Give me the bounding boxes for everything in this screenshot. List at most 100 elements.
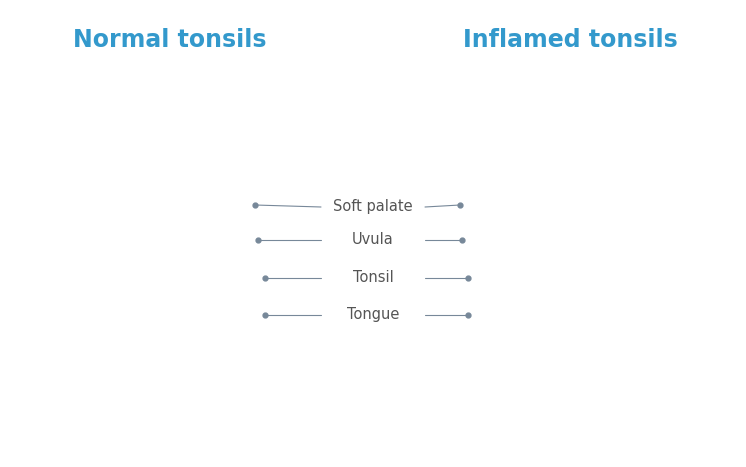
Polygon shape [237,378,251,406]
Ellipse shape [509,303,513,307]
Ellipse shape [495,293,501,300]
Polygon shape [135,378,150,406]
Polygon shape [604,168,621,203]
Polygon shape [119,168,137,203]
Ellipse shape [485,178,625,398]
Ellipse shape [513,289,519,296]
Polygon shape [505,378,520,406]
Polygon shape [524,380,529,398]
Polygon shape [473,158,637,178]
Polygon shape [95,263,175,323]
Polygon shape [477,328,633,383]
Polygon shape [151,168,156,197]
Polygon shape [248,378,251,401]
Polygon shape [217,170,222,195]
Polygon shape [139,168,156,203]
Polygon shape [112,375,258,383]
Polygon shape [214,168,231,203]
Ellipse shape [68,71,302,445]
Polygon shape [195,168,213,203]
Polygon shape [547,168,563,203]
Polygon shape [491,380,495,398]
Ellipse shape [484,260,532,326]
Polygon shape [223,380,227,398]
Ellipse shape [179,316,191,334]
Polygon shape [590,378,605,406]
Polygon shape [477,216,633,267]
Polygon shape [509,168,525,203]
Polygon shape [489,168,507,203]
Polygon shape [489,378,503,406]
Polygon shape [198,170,203,195]
Ellipse shape [598,283,606,290]
Ellipse shape [505,228,605,388]
Ellipse shape [503,281,507,285]
Polygon shape [107,216,263,267]
Polygon shape [557,378,571,406]
Ellipse shape [90,108,280,428]
Ellipse shape [513,299,519,306]
Polygon shape [236,170,241,195]
Polygon shape [480,268,542,322]
Polygon shape [198,268,260,322]
Polygon shape [567,378,571,401]
Ellipse shape [510,283,515,288]
Polygon shape [598,168,601,197]
Polygon shape [539,378,554,406]
Ellipse shape [606,299,613,306]
Polygon shape [295,68,330,448]
Polygon shape [129,378,133,401]
Polygon shape [40,443,330,467]
Ellipse shape [460,108,650,428]
Text: Normal tonsils: Normal tonsils [73,28,267,52]
Polygon shape [146,378,150,401]
Polygon shape [593,380,597,398]
Text: Tonsil: Tonsil [353,270,393,285]
Polygon shape [547,275,563,333]
Polygon shape [587,170,592,195]
Polygon shape [154,380,159,398]
Polygon shape [122,170,127,195]
Ellipse shape [500,295,507,302]
Polygon shape [233,168,251,203]
Ellipse shape [597,281,601,285]
Polygon shape [169,378,184,406]
Polygon shape [606,170,611,195]
Polygon shape [130,333,240,381]
Polygon shape [195,263,275,323]
Ellipse shape [549,316,561,334]
Ellipse shape [609,292,615,297]
Polygon shape [152,378,166,406]
Polygon shape [565,168,583,203]
Polygon shape [110,268,172,322]
Ellipse shape [598,291,606,298]
Polygon shape [239,380,244,398]
Ellipse shape [177,313,193,337]
Ellipse shape [547,313,563,337]
Polygon shape [508,380,512,398]
Polygon shape [70,398,300,463]
Polygon shape [665,68,700,448]
Ellipse shape [515,292,521,297]
Ellipse shape [115,178,255,398]
Polygon shape [440,103,670,171]
Ellipse shape [572,253,632,333]
Polygon shape [560,168,563,197]
Ellipse shape [498,300,503,305]
Ellipse shape [603,303,607,307]
Polygon shape [119,378,133,406]
Polygon shape [579,168,583,197]
Ellipse shape [202,253,262,333]
Ellipse shape [135,228,235,388]
Ellipse shape [208,260,256,326]
Polygon shape [551,378,554,401]
Polygon shape [530,170,535,195]
Polygon shape [113,166,257,176]
Ellipse shape [582,267,622,323]
Polygon shape [181,378,184,401]
Polygon shape [607,378,621,406]
Polygon shape [180,338,190,373]
Polygon shape [121,380,125,398]
Ellipse shape [578,260,626,326]
Ellipse shape [440,73,670,443]
